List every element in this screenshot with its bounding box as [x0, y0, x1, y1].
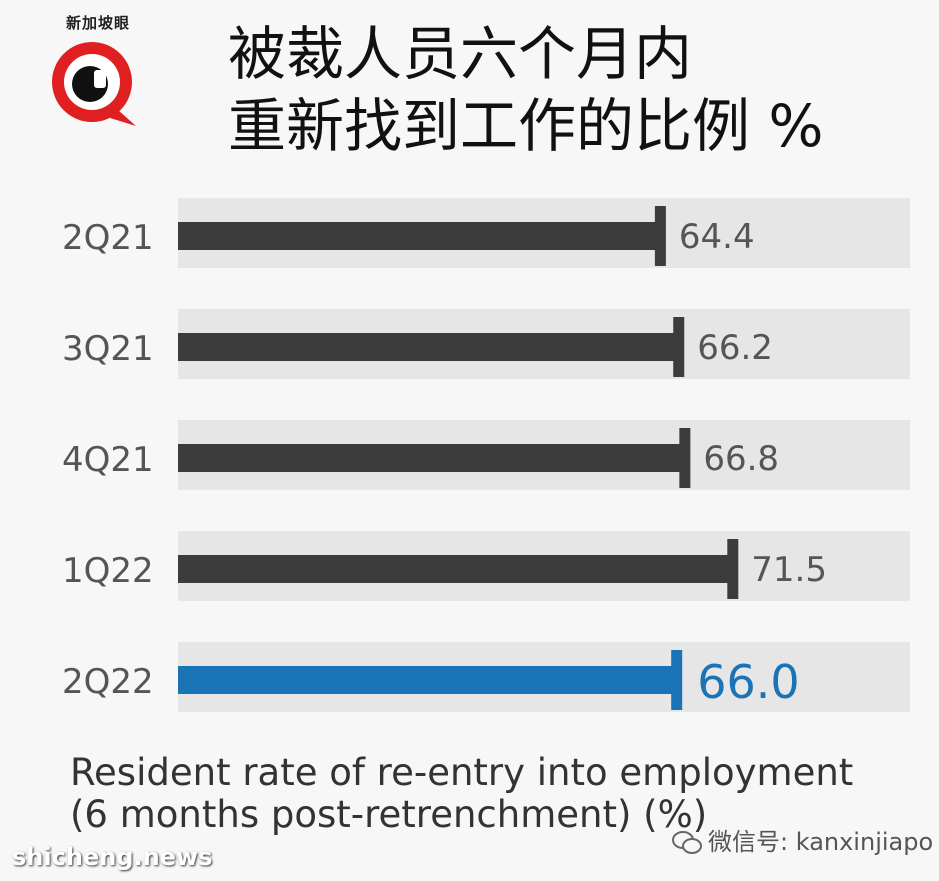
- category-label: 3Q21: [62, 329, 154, 369]
- category-label: 2Q22: [62, 662, 154, 702]
- bar: [178, 555, 730, 583]
- wechat-icon: [672, 831, 702, 854]
- bar: [178, 333, 676, 361]
- source-watermark: shicheng.news: [12, 843, 213, 871]
- wechat-id: 微信号: kanxinjiapo: [708, 828, 934, 856]
- bar-end-cap: [654, 206, 666, 266]
- chart-caption: Resident rate of re-entry into employmen…: [70, 752, 853, 836]
- value-label: 71.5: [751, 550, 827, 590]
- title-line-2: 重新找到工作的比例 %: [228, 92, 824, 160]
- bar-end-cap: [727, 539, 739, 599]
- wechat-watermark: 微信号: kanxinjiapo: [672, 822, 933, 857]
- bar-end-cap: [679, 428, 691, 488]
- caption-line-1: Resident rate of re-entry into employmen…: [70, 751, 854, 794]
- bar-chart: 2Q21 64.4 3Q21 66.2 4Q21 66.8 1Q22 71.5 2Q22 66.0: [62, 198, 910, 712]
- bar-end-cap: [673, 317, 685, 377]
- value-label: 64.4: [679, 217, 755, 257]
- value-label: 66.8: [703, 439, 779, 479]
- caption-line-2: (6 months post-retrenchment) (%): [70, 793, 708, 836]
- bar-end-cap: [671, 650, 683, 710]
- magnifier-eye-logo-icon: [52, 42, 136, 126]
- logo: 新加坡眼: [40, 14, 150, 132]
- value-label: 66.0: [697, 655, 799, 709]
- category-label: 2Q21: [62, 218, 154, 258]
- value-label: 66.2: [697, 328, 773, 368]
- category-label: 1Q22: [62, 551, 154, 591]
- chart-title: 被裁人员六个月内 重新找到工作的比例 %: [228, 18, 824, 162]
- bar: [178, 444, 682, 472]
- title-line-1: 被裁人员六个月内: [228, 20, 693, 88]
- bar: [178, 222, 657, 250]
- logo-text: 新加坡眼: [65, 14, 130, 32]
- bar: [178, 666, 674, 694]
- category-label: 4Q21: [62, 440, 154, 480]
